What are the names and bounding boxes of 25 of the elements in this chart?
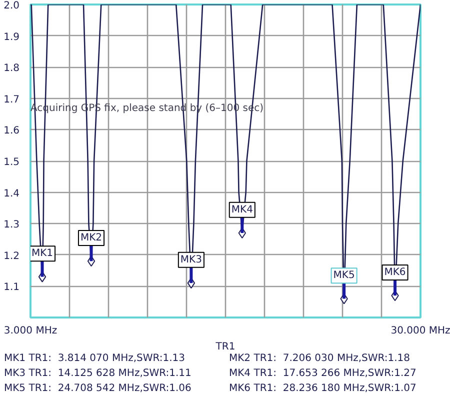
annotation: MK3 <box>180 254 202 266</box>
y-tick-label: 2.0 <box>4 0 20 12</box>
text: MK5 TR1: 24.708 542 MHz,SWR:1.06 <box>4 382 192 396</box>
x-tick-label: 3.000 MHz <box>4 326 58 336</box>
annotation: MK4 <box>231 204 253 216</box>
y-tick-label: 1.3 <box>4 220 20 231</box>
y-tick-label: 1.4 <box>4 188 20 200</box>
annotation: MK2 <box>80 232 102 244</box>
x-tick-label: 30.000 MHz <box>390 326 450 336</box>
text: MK3 TR1: 14.125 628 MHz,SWR:1.11 <box>4 367 192 381</box>
y-tick-label: 1.2 <box>4 250 20 262</box>
annotation: MK1 <box>31 248 54 260</box>
text: MK4 TR1: 17.653 266 MHz,SWR:1.27 <box>229 367 416 381</box>
text: MK2 TR1: 7.206 030 MHz,SWR:1.18 <box>229 352 412 366</box>
y-tick-label: 1.7 <box>4 94 20 106</box>
y-tick-label: 1.6 <box>4 126 20 137</box>
annotation: MK5 <box>333 270 355 282</box>
annotation: MK6 <box>384 266 406 278</box>
y-tick-label: 1.8 <box>4 63 20 74</box>
text: MK1 TR1: 3.814 070 MHz,SWR:1.13 <box>4 352 186 366</box>
y-tick-label: 1.5 <box>4 157 20 168</box>
text: MK6 TR1: 28.236 180 MHz,SWR:1.07 <box>229 382 416 396</box>
y-tick-label: 1.1 <box>4 282 20 294</box>
y-tick-label: 1.9 <box>4 32 20 43</box>
x-axis-title: TR1 <box>214 342 236 352</box>
